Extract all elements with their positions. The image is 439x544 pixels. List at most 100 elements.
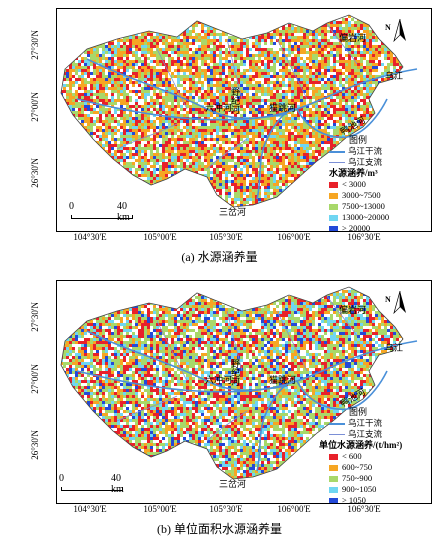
scale-distance-b: 40 km xyxy=(111,473,124,495)
legend-header-b: 单位水源涵养/(t/hm²) xyxy=(319,440,403,450)
tributary-line xyxy=(276,38,308,100)
label-maotiao-a: 猫跳河 xyxy=(269,103,297,113)
main-river-line xyxy=(76,98,288,121)
north-arrow-b: N xyxy=(385,290,406,317)
legend-swatch xyxy=(329,453,338,460)
legend-b: 图例 乌江干流 乌江支流 单位水源涵养/(t/hm²) < 600 600~750… xyxy=(319,407,403,504)
main-river-swatch xyxy=(329,422,345,425)
legend-swatch xyxy=(329,497,338,503)
tributary-line xyxy=(226,38,243,100)
label-sancha-b: 三岔河 xyxy=(219,479,247,489)
north-arrow-icon xyxy=(393,290,406,315)
main-river-swatch xyxy=(329,150,345,153)
map-frame-b: 偏岩河 乌江 三岔河 六冲河 野纪河 猫跳河 鸭池河 N 图例 乌江干流 乌江支… xyxy=(56,280,432,504)
lon-label-10430-b: 104°30'E xyxy=(73,504,107,514)
tributary-line xyxy=(326,295,358,337)
tributary-line xyxy=(326,23,358,65)
legend-class-label: 3000~7500 xyxy=(342,190,381,200)
lon-label-10530-b: 105°30'E xyxy=(209,504,243,514)
tributary-line xyxy=(116,395,178,422)
caption-b: (b) 单位面积水源涵养量 xyxy=(157,522,282,536)
north-arrow-icon xyxy=(393,18,406,43)
lon-label-10600-b: 106°00'E xyxy=(277,504,311,514)
legend-a: 图例 乌江干流 乌江支流 水源涵养/m³ < 3000 3000~7500 7500… xyxy=(329,135,389,232)
panel-a: 偏岩河 乌江 三岔河 六冲河 野纪河 猫跳河 鸭池河 N 图例 乌江干流 乌江支… xyxy=(30,8,432,264)
north-arrow-a: N xyxy=(385,18,406,45)
lon-label-10600-a: 106°00'E xyxy=(277,232,311,242)
main-river-line xyxy=(296,98,388,139)
legend-class-label: < 3000 xyxy=(342,179,366,189)
scale-distance-a: 40 km xyxy=(117,201,130,223)
legend-class-b-3: 900~1050 xyxy=(329,484,402,495)
label-liuchong-a: 六冲河 xyxy=(205,103,233,113)
label-pianyan-a: 偏岩河 xyxy=(339,33,367,43)
main-river-line xyxy=(76,370,288,393)
lat-label-2700-a: 27°00'N xyxy=(30,92,40,122)
raster-cells xyxy=(61,15,403,207)
legend-class-label: 750~900 xyxy=(342,473,373,483)
legend-header-a: 水源涵养/m³ xyxy=(329,168,378,178)
legend-swatch xyxy=(329,203,338,210)
legend-tributary-label-b: 乌江支流 xyxy=(348,429,383,439)
basin-boundary xyxy=(60,14,404,208)
north-label-a: N xyxy=(385,23,391,32)
legend-swatch xyxy=(329,464,338,471)
tributary-line xyxy=(116,123,178,150)
caption-a: (a) 水源涵养量 xyxy=(181,250,258,264)
label-wujiang-a: 乌江 xyxy=(385,71,404,81)
legend-title-b: 图例 xyxy=(349,407,368,417)
scale-bar-b: 0 40 km xyxy=(59,473,124,495)
scale-line-b xyxy=(61,487,123,491)
label-wujiang-b: 乌江 xyxy=(385,343,404,353)
label-yeji-b: 野纪河 xyxy=(230,359,240,386)
map-frame-a: 偏岩河 乌江 三岔河 六冲河 野纪河 猫跳河 鸭池河 N 图例 乌江干流 乌江支… xyxy=(56,8,432,232)
tributary-line xyxy=(206,410,248,442)
legend-class-label: < 600 xyxy=(342,451,362,461)
legend-class-a-4: > 20000 xyxy=(329,223,389,232)
label-sancha-a: 三岔河 xyxy=(219,207,247,217)
lon-label-10500-b: 105°00'E xyxy=(143,504,177,514)
basin-boundary xyxy=(60,286,404,480)
label-maotiao-b: 猫跳河 xyxy=(269,375,297,385)
tributary-line xyxy=(226,310,243,372)
legend-swatch xyxy=(329,225,338,231)
map-canvas-b xyxy=(60,286,418,480)
tributary-line xyxy=(156,320,188,382)
legend-swatch xyxy=(329,192,338,199)
label-liuchong-b: 六冲河 xyxy=(205,375,233,385)
legend-title-a: 图例 xyxy=(349,135,368,145)
legend-main-river-label-b: 乌江干流 xyxy=(348,418,383,428)
legend-class-label: 13000~20000 xyxy=(342,212,390,222)
scale-zero-a: 0 xyxy=(69,201,74,212)
legend-class-label: > 20000 xyxy=(342,223,371,232)
tributary-line xyxy=(276,310,308,372)
legend-class-a-3: 13000~20000 xyxy=(329,212,389,223)
legend-class-b-2: 750~900 xyxy=(329,473,402,484)
scale-bar-a: 0 40 km xyxy=(69,201,133,223)
legend-class-a-2: 7500~13000 xyxy=(329,201,389,212)
legend-swatch xyxy=(329,181,338,188)
label-pianyan-b: 偏岩河 xyxy=(339,305,367,315)
legend-classes-b: < 600 600~750 750~900 900~1050 > 1050 xyxy=(329,451,402,504)
label-yeji-a: 野纪河 xyxy=(230,87,240,114)
legend-classes-a: < 3000 3000~7500 7500~13000 13000~20000 > 20… xyxy=(329,179,389,232)
north-label-b: N xyxy=(385,295,391,304)
legend-class-a-1: 3000~7500 xyxy=(329,190,389,201)
legend-class-b-0: < 600 xyxy=(329,451,402,462)
legend-tributary-b: 乌江支流 xyxy=(319,429,402,440)
lat-label-2730-a: 27°30'N xyxy=(30,30,40,60)
legend-swatch xyxy=(329,486,338,493)
legend-class-label: > 1050 xyxy=(342,495,366,504)
lon-label-10430-a: 104°30'E xyxy=(73,232,107,242)
legend-class-b-4: > 1050 xyxy=(329,495,402,504)
legend-class-label: 900~1050 xyxy=(342,484,377,494)
tributary-swatch xyxy=(329,434,345,435)
tributary-line xyxy=(206,138,248,170)
main-river-line xyxy=(296,370,388,411)
map-canvas-a xyxy=(60,14,418,208)
lat-label-2730-b: 27°30'N xyxy=(30,302,40,332)
legend-main-river-b: 乌江干流 xyxy=(319,418,402,429)
lon-label-10630-b: 106°30'E xyxy=(347,504,381,514)
legend-tributary-label-a: 乌江支流 xyxy=(348,157,383,167)
lat-label-2630-a: 26°30'N xyxy=(30,158,40,188)
